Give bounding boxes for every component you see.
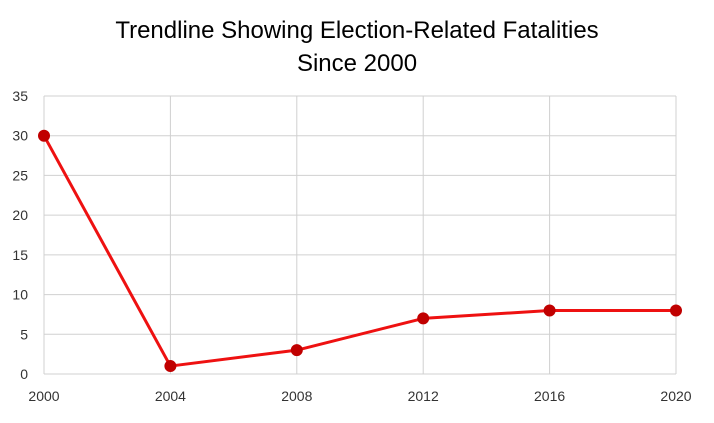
chart-title-line-1: Trendline Showing Election-Related Fatal… xyxy=(115,17,599,44)
chart-title: Trendline Showing Election-Related Fatal… xyxy=(0,14,714,80)
data-point-marker xyxy=(38,129,50,142)
series-line xyxy=(42,134,678,368)
y-tick-label: 5 xyxy=(20,326,28,342)
x-tick-label: 2000 xyxy=(28,388,59,404)
x-tick-label: 2020 xyxy=(660,388,691,404)
y-tick-label: 15 xyxy=(12,247,28,263)
chart-title-line-2: Since 2000 xyxy=(296,50,418,77)
x-tick-label: 2016 xyxy=(534,388,565,404)
y-tick-label: 10 xyxy=(12,287,28,303)
data-point-marker xyxy=(290,344,303,357)
y-tick-label: 20 xyxy=(12,207,28,223)
x-tick-label: 2008 xyxy=(281,388,312,404)
data-point-marker xyxy=(164,360,177,373)
y-tick-label: 35 xyxy=(12,88,28,104)
x-tick-label: 2012 xyxy=(408,388,439,404)
y-tick-label: 30 xyxy=(12,128,28,144)
y-tick-label: 0 xyxy=(20,366,28,382)
x-tick-label: 2004 xyxy=(155,388,186,404)
data-point-marker xyxy=(670,304,682,317)
data-point-marker xyxy=(417,312,430,325)
data-point-marker xyxy=(543,304,556,317)
y-tick-label: 25 xyxy=(12,167,28,183)
